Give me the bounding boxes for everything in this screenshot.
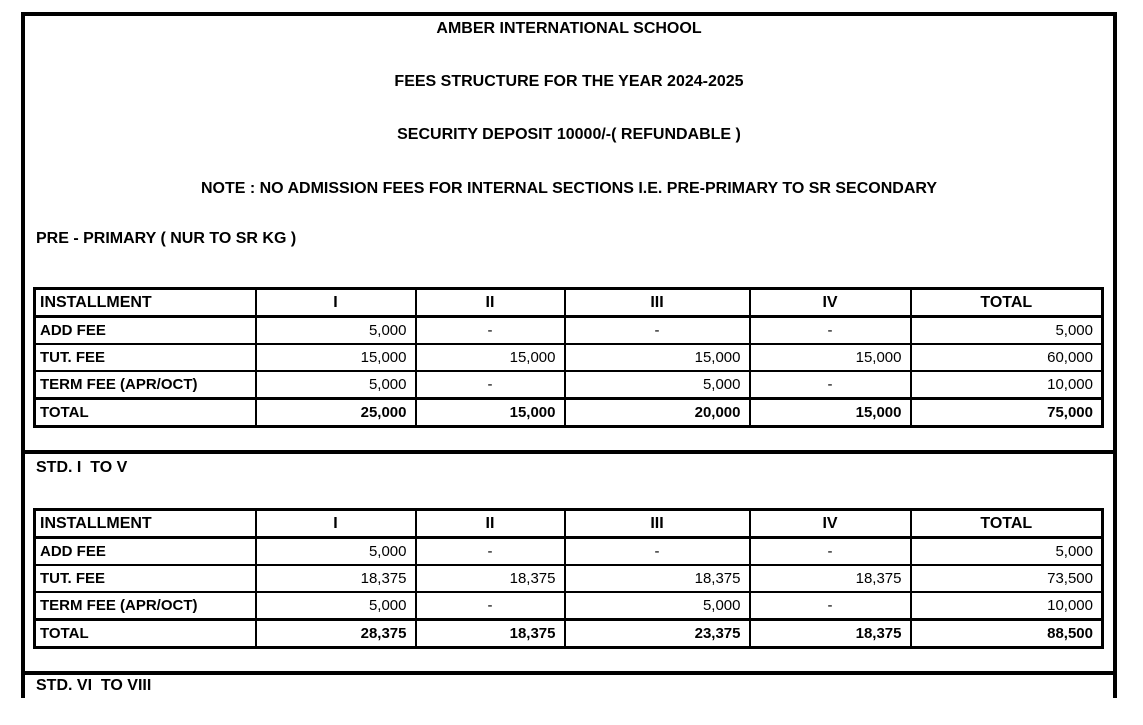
row-label: ADD FEE <box>33 536 257 566</box>
fee-cell: 5,000 <box>909 315 1104 345</box>
fee-cell: 15,000 <box>563 343 751 372</box>
fee-cell: - <box>414 370 566 400</box>
fee-cell: 60,000 <box>909 343 1104 372</box>
column-header-iii: III <box>563 508 751 539</box>
fee-cell: 73,500 <box>909 564 1104 593</box>
school-name: AMBER INTERNATIONAL SCHOOL <box>436 20 702 37</box>
fee-cell: - <box>748 370 912 400</box>
table-header-row: INSTALLMENT I II III IV TOTAL <box>33 287 1104 318</box>
column-header-iv: IV <box>748 287 912 318</box>
fee-cell: - <box>414 536 566 566</box>
fee-cell: 5,000 <box>909 536 1104 566</box>
table-header-row: INSTALLMENT I II III IV TOTAL <box>33 508 1104 539</box>
row-label: TUT. FEE <box>33 564 257 593</box>
fee-cell: 15,000 <box>414 397 566 428</box>
document-page: AMBER INTERNATIONAL SCHOOL FEES STRUCTUR… <box>21 12 1117 698</box>
fee-cell: - <box>414 591 566 621</box>
fee-cell: 75,000 <box>909 397 1104 428</box>
table-row-total: TOTAL 25,000 15,000 20,000 15,000 75,000 <box>33 397 1104 428</box>
fee-cell: 20,000 <box>563 397 751 428</box>
row-label: TERM FEE (APR/OCT) <box>33 370 257 400</box>
fee-cell: 5,000 <box>563 591 751 621</box>
table-row-tut-fee: TUT. FEE 18,375 18,375 18,375 18,375 73,… <box>33 564 1104 593</box>
table-row-term-fee: TERM FEE (APR/OCT) 5,000 - 5,000 - 10,00… <box>33 370 1104 400</box>
fee-cell: 15,000 <box>748 343 912 372</box>
fee-cell: 5,000 <box>254 591 417 621</box>
fee-cell: - <box>748 591 912 621</box>
section-std-vi-to-viii: STD. VI TO VIII <box>25 671 1113 698</box>
table-row-add-fee: ADD FEE 5,000 - - - 5,000 <box>33 315 1104 345</box>
fee-cell: 18,375 <box>414 618 566 649</box>
fee-cell: 10,000 <box>909 370 1104 400</box>
table-row-add-fee: ADD FEE 5,000 - - - 5,000 <box>33 536 1104 566</box>
section-heading-std-i-to-v: STD. I TO V <box>36 459 128 476</box>
fee-cell: 15,000 <box>254 343 417 372</box>
table-row-term-fee: TERM FEE (APR/OCT) 5,000 - 5,000 - 10,00… <box>33 591 1104 621</box>
fee-cell: 18,375 <box>748 564 912 593</box>
fee-cell: 15,000 <box>414 343 566 372</box>
fee-cell: 25,000 <box>254 397 417 428</box>
column-header-installment: INSTALLMENT <box>33 287 257 318</box>
fee-cell: - <box>748 536 912 566</box>
row-label: TERM FEE (APR/OCT) <box>33 591 257 621</box>
fee-cell: 5,000 <box>254 315 417 345</box>
section-heading-pre-primary: PRE - PRIMARY ( NUR TO SR KG ) <box>36 230 297 247</box>
row-label: ADD FEE <box>33 315 257 345</box>
fee-cell: - <box>563 315 751 345</box>
column-header-installment: INSTALLMENT <box>33 508 257 539</box>
column-header-ii: II <box>414 508 566 539</box>
fees-table-pre-primary: INSTALLMENT I II III IV TOTAL ADD FEE 5,… <box>33 287 1104 428</box>
column-header-total: TOTAL <box>909 287 1104 318</box>
row-label: TOTAL <box>33 618 257 649</box>
fees-table-std-i-to-v: INSTALLMENT I II III IV TOTAL ADD FEE 5,… <box>33 508 1104 649</box>
fee-cell: 10,000 <box>909 591 1104 621</box>
fee-cell: 15,000 <box>748 397 912 428</box>
column-header-i: I <box>254 508 417 539</box>
section-std-i-to-v: STD. I TO V INSTALLMENT I II III IV TOTA… <box>25 450 1113 671</box>
section-heading-std-vi-to-viii: STD. VI TO VIII <box>36 677 152 694</box>
fee-cell: 5,000 <box>254 536 417 566</box>
fee-cell: 88,500 <box>909 618 1104 649</box>
fees-structure-title: FEES STRUCTURE FOR THE YEAR 2024-2025 <box>394 73 744 90</box>
fee-cell: 18,375 <box>563 564 751 593</box>
fee-cell: - <box>748 315 912 345</box>
fee-cell: 18,375 <box>414 564 566 593</box>
fee-cell: - <box>563 536 751 566</box>
column-header-iii: III <box>563 287 751 318</box>
fee-cell: 5,000 <box>563 370 751 400</box>
column-header-ii: II <box>414 287 566 318</box>
fee-cell: 23,375 <box>563 618 751 649</box>
fee-cell: 18,375 <box>748 618 912 649</box>
table-row-total: TOTAL 28,375 18,375 23,375 18,375 88,500 <box>33 618 1104 649</box>
fee-cell: 5,000 <box>254 370 417 400</box>
row-label: TOTAL <box>33 397 257 428</box>
table-row-tut-fee: TUT. FEE 15,000 15,000 15,000 15,000 60,… <box>33 343 1104 372</box>
security-deposit-note: SECURITY DEPOSIT 10000/-( REFUNDABLE ) <box>397 126 741 143</box>
column-header-i: I <box>254 287 417 318</box>
column-header-iv: IV <box>748 508 912 539</box>
admission-note: NOTE : NO ADMISSION FEES FOR INTERNAL SE… <box>200 180 938 197</box>
fee-cell: - <box>414 315 566 345</box>
column-header-total: TOTAL <box>909 508 1104 539</box>
row-label: TUT. FEE <box>33 343 257 372</box>
fee-cell: 28,375 <box>254 618 417 649</box>
section-pre-primary: AMBER INTERNATIONAL SCHOOL FEES STRUCTUR… <box>25 16 1113 450</box>
fee-cell: 18,375 <box>254 564 417 593</box>
